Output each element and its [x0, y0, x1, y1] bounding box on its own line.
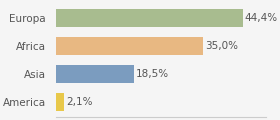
Bar — [56, 9, 243, 27]
Bar — [56, 65, 134, 83]
Text: 44,4%: 44,4% — [245, 13, 278, 23]
Bar — [56, 93, 64, 111]
Bar — [56, 37, 203, 55]
Text: 2,1%: 2,1% — [67, 97, 93, 107]
Text: 18,5%: 18,5% — [136, 69, 169, 79]
Text: 35,0%: 35,0% — [205, 41, 238, 51]
